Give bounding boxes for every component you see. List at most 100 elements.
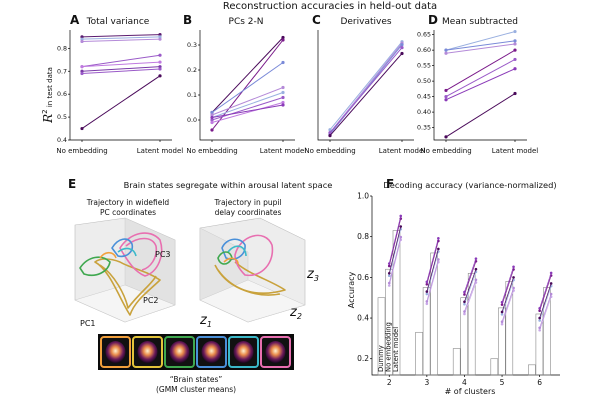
paired-line [464,258,477,293]
x-tick-label: 4 [462,378,467,387]
data-point [500,322,504,326]
paired-line [539,293,552,328]
data-point [513,91,517,96]
brain-states-row [100,336,291,368]
data-point [444,48,448,52]
series-line [445,68,516,101]
cluster-group-6: 6 [528,271,553,387]
data-point [400,43,404,47]
brain-states-caption-line2: (GMM cluster means) [156,385,236,394]
panel-label-d: D [428,13,438,27]
brain-state-3 [164,336,195,368]
left-caption-line1: Trajectory in widefield [86,198,170,207]
series-line [211,104,284,118]
data-point [158,65,162,69]
right-caption-line1: Trajectory in pupil [213,198,281,207]
bar-dummy [415,331,423,376]
brain-state-map [265,341,286,363]
data-point [463,310,466,313]
x-tick-label: 3 [424,378,429,387]
data-point [210,110,214,115]
data-point [80,35,84,39]
data-point [474,267,478,271]
axis-label-z3-sub: 3 [314,274,319,283]
data-point [80,71,84,76]
panel-e-title: Brain states segregate within arousal la… [124,180,333,190]
data-point [538,326,541,330]
right-trajectories [214,234,286,296]
brain-state-2 [132,336,163,368]
data-point [474,278,478,282]
x-tick-label: 2 [387,378,392,387]
y-tick-label: 0.6 [57,91,67,98]
data-point [387,281,391,285]
data-point [281,35,285,40]
data-point [158,37,162,41]
panel-label-c: C [312,13,321,27]
series-line [329,47,403,133]
paired-line [426,262,439,304]
data-point [549,292,553,296]
paired-line [464,271,477,305]
data-point [281,90,285,95]
series-line [211,87,284,116]
data-point [425,302,429,306]
right-trajectory-orange [223,257,239,265]
paired-line [464,279,477,312]
series-line [445,40,516,51]
brain-state-5 [228,336,259,368]
y-tick-label: 0.4 [57,137,67,144]
left-3d-box [74,217,176,323]
series-line [211,62,284,113]
data-point [80,126,84,131]
series-line [81,38,161,42]
axis-frame [317,30,414,141]
series-line [81,54,161,68]
paired-line [464,261,477,295]
paired-line [426,240,439,285]
paired-line [426,259,439,302]
data-point [425,300,429,303]
data-point [158,32,162,37]
data-point [158,53,162,57]
data-point [399,235,403,239]
data-point [328,131,332,135]
axis-label-z2-sub: 2 [297,312,302,321]
axis-label-z1-sub: 1 [207,320,212,329]
brain-state-6 [260,336,291,368]
data-point [328,134,332,138]
chart-d: 0.35 0.40 0.45 0.50 0.55 0.60 0.65 No embedding… [417,29,538,155]
left-trajectory-green [79,256,111,277]
y-tick-label: 0.7 [57,68,67,75]
left-caption-line2: PC coordinates [100,208,156,217]
data-point [512,276,515,279]
data-point [158,35,162,39]
axis-label-pc1: PC1 [80,319,96,328]
data-point [444,98,448,102]
r2-ylabel-r: R [41,114,55,124]
data-point [425,290,429,293]
data-point [387,274,391,278]
x-tick-label: 5 [500,378,505,387]
bar-label: Dummy [377,345,385,372]
y-tick-label: 1.0 [357,192,369,201]
chart-a: 0.4 0.5 0.6 0.7 0.8 No embedding Latent model [56,30,183,155]
data-point [500,300,504,304]
bar-dummy [452,348,461,376]
data-point [158,60,162,64]
paired-line [501,269,514,305]
y-tick-label: 0.0 [187,117,197,124]
data-point [463,293,466,296]
left-trajectories [79,232,163,316]
axis-frame [433,30,527,141]
series-line [81,75,161,129]
data-point [281,95,285,100]
y-tick-label: 0.6 [357,273,369,282]
axis-label-z1-base: z [199,313,208,328]
left-trajectory-blue [111,238,134,258]
paired-line [539,283,552,319]
x-tick-label: No embedding [56,147,107,155]
panel-b-title: PCs 2-N [229,17,264,27]
brain-state-map [201,341,222,363]
